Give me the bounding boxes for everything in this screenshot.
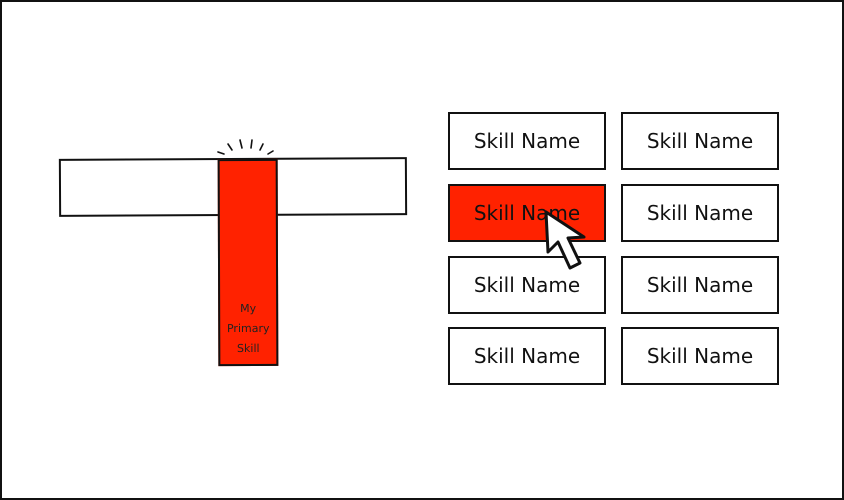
skill-option[interactable]: Skill Name <box>448 256 606 314</box>
skill-option[interactable]: Skill Name <box>621 184 779 242</box>
primary-skill-label: My Primary Skill <box>220 299 276 359</box>
primary-skill-label-line: My <box>240 301 257 316</box>
skill-option[interactable]: Skill Name <box>448 112 606 170</box>
skill-option[interactable]: Skill Name <box>621 112 779 170</box>
primary-skill-label-line: Skill <box>237 341 260 356</box>
primary-skill-bar[interactable]: My Primary Skill <box>217 158 279 367</box>
primary-skill-label-line: Primary <box>226 321 270 336</box>
skill-option-selected[interactable]: Skill Name <box>448 184 606 242</box>
skill-option[interactable]: Skill Name <box>448 327 606 385</box>
pointer-arrow-icon <box>544 210 586 270</box>
skill-option[interactable]: Skill Name <box>621 256 779 314</box>
highlight-sparkle-icon <box>217 139 274 155</box>
skill-option[interactable]: Skill Name <box>621 327 779 385</box>
